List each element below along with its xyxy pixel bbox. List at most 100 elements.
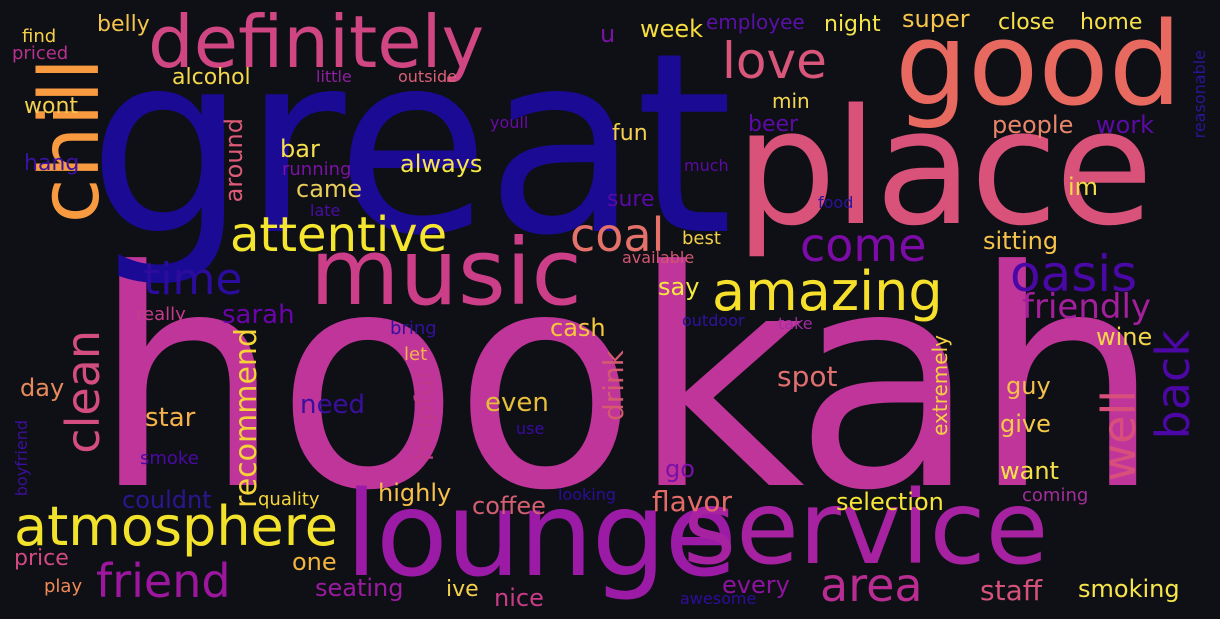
word-food: food xyxy=(818,193,854,212)
word-outdoor: outdoor xyxy=(682,311,745,330)
word-priced: priced xyxy=(12,43,69,64)
word-great: great xyxy=(88,0,733,290)
word-atmosphere: atmosphere xyxy=(14,495,338,558)
word-boyfriend: boyfriend xyxy=(12,420,31,497)
word-good: good xyxy=(895,0,1182,132)
word-staff: staff xyxy=(980,574,1043,607)
word-ive: ive xyxy=(446,577,479,602)
word-wine: wine xyxy=(1096,323,1153,351)
word-home: home xyxy=(1080,10,1143,35)
word-sarah: sarah xyxy=(222,300,295,330)
word-min: min xyxy=(772,89,810,113)
word-let: let xyxy=(404,344,428,365)
word-friendly: friendly xyxy=(1022,287,1152,327)
word-drink: drink xyxy=(597,350,630,422)
word-every: every xyxy=(722,571,790,599)
word-need: need xyxy=(300,390,365,420)
word-reasonable: reasonable xyxy=(1190,50,1209,139)
word-play: play xyxy=(44,576,83,597)
word-one: one xyxy=(292,548,337,576)
word-find: find xyxy=(22,26,57,47)
word-give: give xyxy=(1000,410,1051,438)
word-much: much xyxy=(684,156,729,175)
word-friend: friend xyxy=(96,554,231,608)
word-hang: hang xyxy=(24,151,80,176)
word-nice: nice xyxy=(494,584,544,612)
word-selection: selection xyxy=(836,488,944,516)
word-love: love xyxy=(722,32,827,90)
word-coal: coal xyxy=(570,208,665,262)
word-bring: bring xyxy=(390,318,437,339)
word-coming: coming xyxy=(1022,485,1089,506)
word-service: service xyxy=(683,469,1049,588)
word-highly: highly xyxy=(378,479,452,507)
word-spot: spot xyxy=(777,360,838,393)
word-place: place xyxy=(735,74,1153,261)
word-well: well xyxy=(1092,390,1146,482)
word-cash: cash xyxy=(550,314,606,342)
word-late: late xyxy=(310,201,341,220)
word-coffee: coffee xyxy=(472,492,546,520)
word-available: available xyxy=(622,248,695,267)
word-area: area xyxy=(820,558,923,612)
word-guy: guy xyxy=(1006,372,1051,400)
word-want: want xyxy=(1000,457,1059,485)
word-people: people xyxy=(992,111,1074,139)
word-smoke: smoke xyxy=(140,448,199,469)
word-hookah: hookah xyxy=(92,207,1162,556)
word-couldnt: couldnt xyxy=(122,486,212,514)
word-fun: fun xyxy=(612,121,648,146)
word-recommend: recommend xyxy=(229,328,264,508)
word-beer: beer xyxy=(748,112,799,137)
word-super: super xyxy=(902,5,970,33)
word-even: even xyxy=(485,388,549,418)
word-music: music xyxy=(310,219,583,326)
word-star: star xyxy=(145,403,196,433)
word-lounge: lounge xyxy=(345,465,737,603)
word-looking: looking xyxy=(558,485,617,504)
word-amazing: amazing xyxy=(712,260,943,323)
word-alcohol: alcohol xyxy=(172,65,251,90)
word-time: time xyxy=(143,254,243,305)
word-come: come xyxy=(800,218,927,272)
word-outside: outside xyxy=(398,67,457,86)
word-close: close xyxy=(998,10,1055,35)
word-employee: employee xyxy=(706,10,805,34)
word-helpful: helpful xyxy=(410,372,440,462)
word-wont: wont xyxy=(24,94,79,119)
word-work: work xyxy=(1096,111,1155,139)
word-really: really xyxy=(136,304,186,325)
word-smoking: smoking xyxy=(1078,575,1180,603)
word-take: take xyxy=(778,314,813,333)
word-definitely: definitely xyxy=(148,0,485,84)
word-best: best xyxy=(682,228,721,249)
word-sitting: sitting xyxy=(983,227,1059,255)
word-attentive: attentive xyxy=(230,207,448,263)
word-go: go xyxy=(665,455,695,483)
word-u: u xyxy=(600,20,616,48)
word-bar: bar xyxy=(280,135,320,163)
word-running: running xyxy=(282,159,352,180)
word-flavor: flavor xyxy=(652,485,733,518)
word-sure: sure xyxy=(607,187,655,212)
word-use: use xyxy=(516,419,545,438)
word-belly: belly xyxy=(97,12,150,37)
word-chill: chill xyxy=(23,58,118,224)
word-extremely: extremely xyxy=(928,335,952,436)
word-week: week xyxy=(640,15,704,43)
word-little: little xyxy=(316,67,352,86)
word-night: night xyxy=(824,12,881,37)
word-around: around xyxy=(220,118,248,203)
word-awesome: awesome xyxy=(680,589,757,608)
word-youll: youll xyxy=(490,113,529,132)
word-say: say xyxy=(658,273,700,301)
word-oasis: oasis xyxy=(1010,245,1138,303)
word-back: back xyxy=(1146,330,1200,440)
word-day: day xyxy=(20,374,65,402)
word-clean: clean xyxy=(56,330,110,454)
word-im: im xyxy=(1068,173,1099,201)
word-always: always xyxy=(400,150,483,178)
word-came: came xyxy=(296,175,363,203)
word-quality: quality xyxy=(258,489,320,510)
